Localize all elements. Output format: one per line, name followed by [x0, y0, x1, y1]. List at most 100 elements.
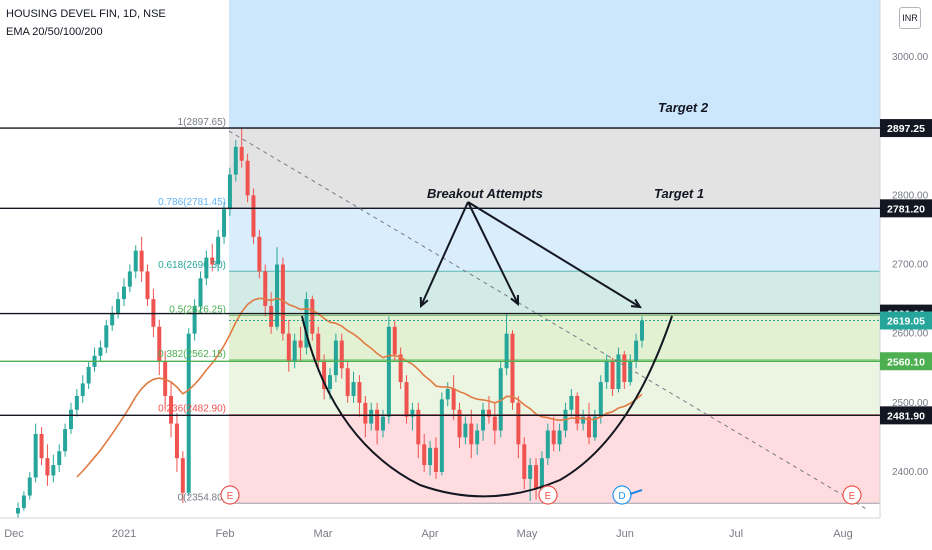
price-level-badge-label: 2481.90: [887, 410, 925, 422]
candle-body: [180, 458, 185, 493]
candle-body: [404, 382, 409, 417]
price-level-badge: [880, 199, 932, 218]
candle-body: [210, 257, 215, 265]
candle-body: [510, 333, 515, 403]
candle-body: [251, 195, 256, 237]
price-level-badge-label: 2619.05: [887, 315, 925, 327]
time-tick-label: May: [517, 528, 538, 540]
breakout-arrow-line: [420, 201, 469, 307]
candle-body: [439, 399, 444, 472]
candle-body: [222, 209, 227, 237]
target-zone-blue-top: [229, 0, 880, 129]
candle-body: [463, 423, 468, 438]
candle-body: [622, 354, 627, 383]
breakout-attempts-annotation: Breakout Attempts: [427, 186, 543, 201]
candle-body: [522, 444, 527, 479]
price-tick-label: 2500.00: [892, 398, 929, 409]
time-tick-label: Dec: [4, 528, 24, 540]
time-tick-label: 2021: [112, 528, 136, 540]
candle-body: [33, 433, 38, 478]
candle-body: [45, 458, 50, 476]
candle-body: [298, 340, 303, 348]
fibonacci-label: 0.618(2690.30): [158, 260, 226, 271]
event-marker-label: E: [227, 491, 234, 502]
event-marker: [538, 485, 558, 505]
candle-body: [539, 458, 544, 490]
candle-body: [363, 402, 368, 424]
candle-body: [133, 250, 138, 272]
breakout-arrow-head: [630, 298, 642, 309]
fibonacci-label: 0.236(2482.90): [158, 404, 226, 415]
candle-body: [121, 286, 126, 300]
price-level-badge-label: 2781.20: [887, 203, 925, 215]
price-level-badge: [880, 119, 932, 138]
event-marker: [612, 485, 632, 505]
candle-body: [528, 465, 533, 479]
time-tick-label: Aug: [833, 528, 853, 540]
candle-body: [333, 340, 338, 376]
candle-body: [640, 320, 644, 341]
candle-body: [534, 465, 539, 490]
candle-body: [227, 174, 232, 210]
candle-body: [198, 278, 203, 306]
candle-body: [545, 430, 550, 459]
candle-body: [469, 423, 474, 445]
price-tick-label: 3000.00: [892, 52, 929, 63]
time-tick-label: Feb: [216, 528, 235, 540]
candle-body: [292, 340, 297, 362]
event-marker-label: E: [545, 491, 552, 502]
candle-body: [433, 447, 438, 472]
zone-blue-mid: [229, 208, 880, 272]
candle-body: [169, 395, 174, 424]
candle-body: [57, 451, 62, 466]
candle-body: [380, 416, 385, 431]
candle-body: [457, 409, 462, 438]
price-level-badge: [880, 352, 932, 371]
candle-body: [428, 447, 433, 466]
candle-body: [68, 409, 73, 430]
zone-grey: [229, 128, 880, 209]
candle-body: [63, 429, 68, 452]
candle-body: [51, 465, 56, 476]
candle-body: [557, 430, 562, 445]
candle-body: [634, 340, 639, 362]
price-tick-label: 2600.00: [892, 329, 929, 340]
fibonacci-label: 0.5(2626.25): [169, 305, 226, 316]
candle-body: [304, 299, 309, 348]
candle-body: [216, 236, 221, 265]
cup-curve: [301, 315, 673, 498]
candle-body: [351, 382, 356, 396]
currency-badge: INR: [899, 7, 921, 29]
candle-body: [316, 333, 321, 362]
candle-body: [481, 409, 486, 431]
candle-body: [39, 433, 44, 459]
candle-body: [422, 444, 427, 466]
candle-body: [275, 264, 280, 327]
candle-body: [186, 333, 191, 493]
candle-body: [504, 333, 509, 369]
dividend-line: [629, 489, 643, 495]
candle-body: [375, 409, 380, 431]
candle-body: [192, 306, 197, 334]
breakout-arrow-line: [467, 201, 519, 305]
price-level-badge: [880, 311, 932, 330]
candle-body: [551, 430, 556, 445]
ema-indicator-label[interactable]: EMA 20/50/100/200: [6, 26, 103, 38]
price-tick-label: 2400.00: [892, 467, 929, 478]
candle-body: [587, 416, 592, 438]
candle-body: [357, 382, 362, 403]
candle-body: [157, 326, 162, 362]
ema-line: [76, 297, 643, 478]
time-tick-label: Apr: [421, 528, 438, 540]
price-tick-label: 2700.00: [892, 260, 929, 271]
candle-body: [80, 383, 85, 396]
candle-body: [610, 361, 615, 389]
candle-body: [104, 325, 109, 348]
candle-body: [592, 416, 597, 438]
candle-body: [86, 366, 91, 384]
event-marker-label: E: [849, 491, 856, 502]
fibonacci-label: 0.786(2781.45): [158, 197, 226, 208]
breakout-arrow-head: [419, 296, 429, 309]
candle-body: [239, 146, 244, 161]
